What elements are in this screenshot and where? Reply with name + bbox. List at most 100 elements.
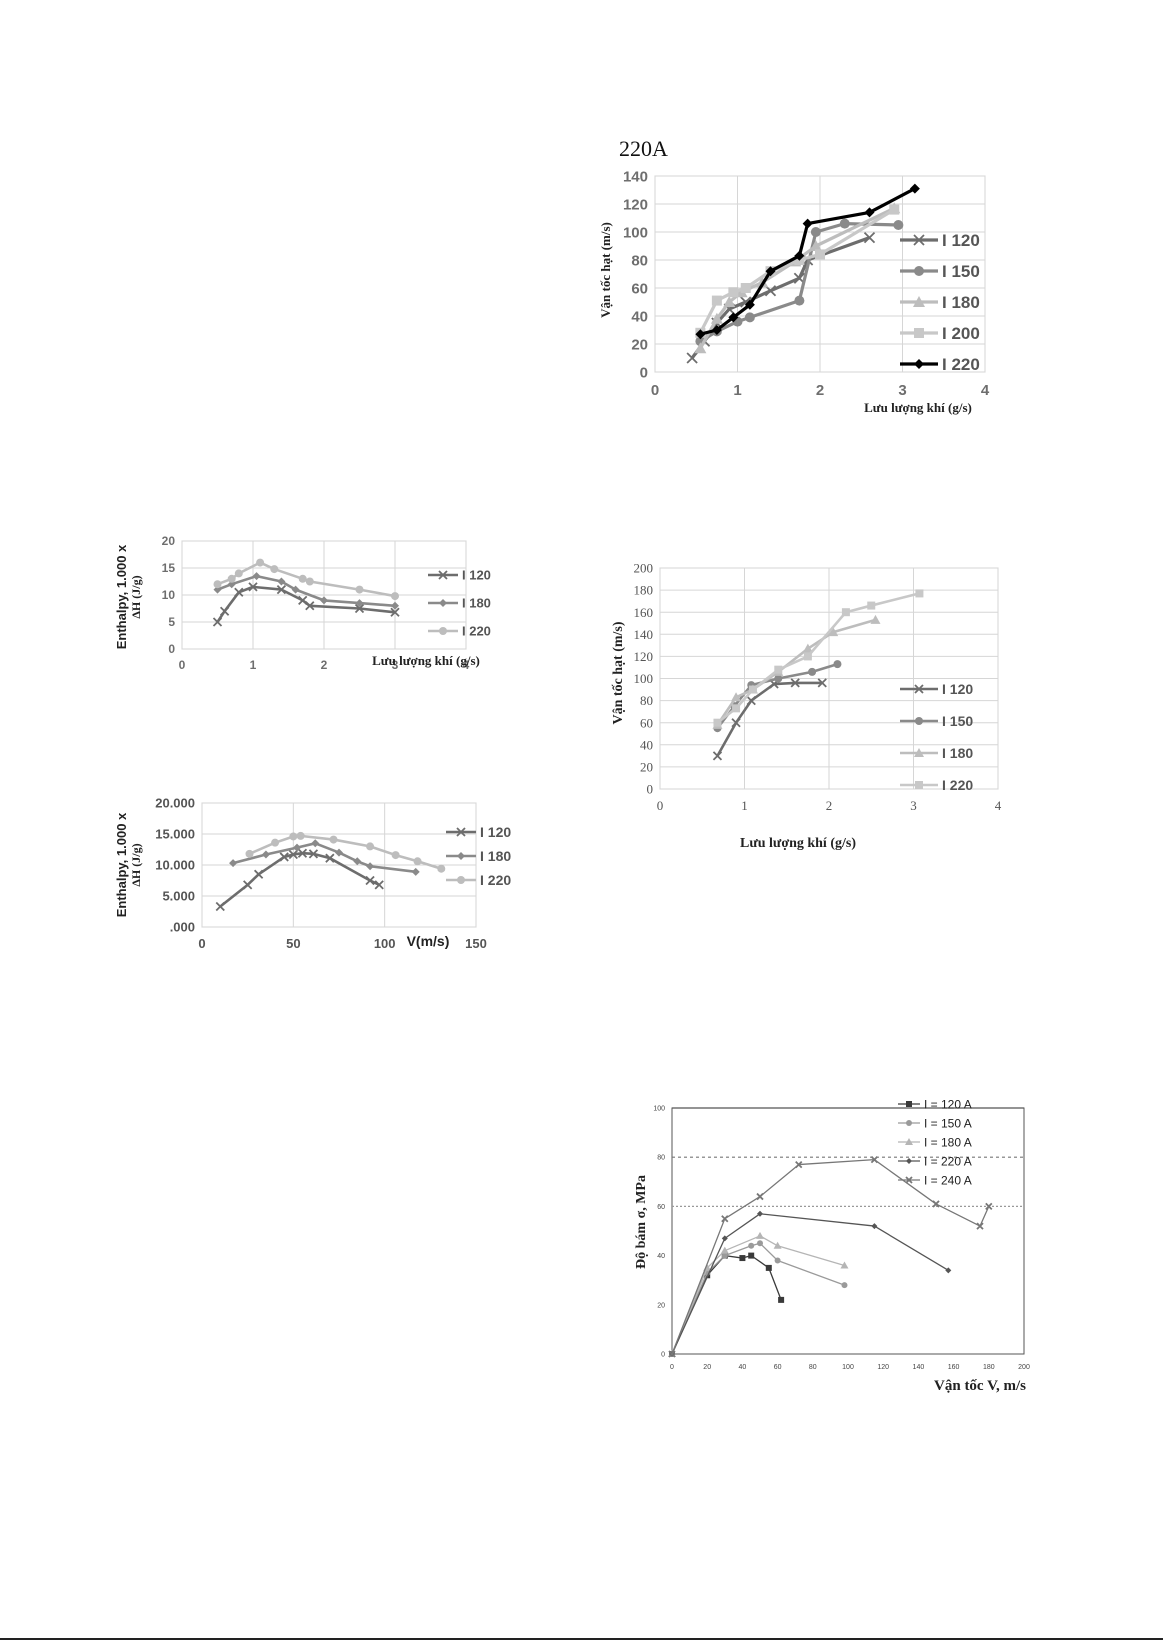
x-axis-label: Vận tốc V, m/s xyxy=(934,1378,1026,1394)
data-point xyxy=(840,1261,849,1269)
x-tick-label: 0 xyxy=(670,1364,674,1371)
data-point xyxy=(803,652,812,661)
y-tick-label: 140 xyxy=(634,627,654,642)
data-point xyxy=(353,857,362,866)
data-point xyxy=(298,595,308,606)
legend-label: I 150 xyxy=(942,713,973,729)
data-point xyxy=(245,849,254,858)
legend-label: I 120 xyxy=(480,824,511,840)
data-point xyxy=(374,880,384,890)
x-axis-label: Lưu lượng khí (g/s) xyxy=(372,653,480,668)
x-tick-label: 0 xyxy=(179,658,186,672)
x-tick-label: 50 xyxy=(286,936,300,951)
y-tick-label: 20.000 xyxy=(155,796,195,811)
x-tick-label: 150 xyxy=(465,936,487,951)
data-point xyxy=(320,596,328,605)
data-point xyxy=(694,342,707,354)
data-point xyxy=(731,692,742,702)
data-point xyxy=(863,231,876,244)
data-point xyxy=(279,852,289,862)
x-tick-label: 4 xyxy=(995,798,1002,813)
data-point xyxy=(985,1202,993,1211)
data-point xyxy=(289,832,298,841)
data-point xyxy=(864,207,875,218)
data-point xyxy=(219,606,230,616)
x-tick-label: 40 xyxy=(739,1364,747,1371)
legend-marker xyxy=(914,748,924,757)
data-point xyxy=(833,660,842,669)
data-point xyxy=(893,220,904,230)
data-point xyxy=(739,1255,746,1262)
x-tick-label: 0 xyxy=(651,382,659,399)
y-tick-label: 100 xyxy=(653,1105,665,1112)
x-tick-label: 3 xyxy=(392,658,399,672)
series-line-i-120-a xyxy=(671,1254,782,1355)
data-point xyxy=(390,607,400,617)
x-tick-label: 200 xyxy=(1018,1364,1030,1371)
data-point xyxy=(740,283,751,293)
data-point xyxy=(765,266,776,277)
data-point xyxy=(355,585,364,594)
legend-marker xyxy=(915,717,923,725)
legend-marker xyxy=(439,627,447,635)
legend-marker xyxy=(915,781,923,789)
x-tick-label: 0 xyxy=(657,798,664,813)
series-line-i-220-a xyxy=(671,1213,949,1355)
legend-label: I = 120 A xyxy=(924,1097,972,1111)
x-tick-label: 100 xyxy=(842,1364,854,1371)
data-point xyxy=(296,831,305,840)
y-tick-label: 40 xyxy=(640,737,653,752)
data-point xyxy=(695,329,706,340)
y-tick-label: .000 xyxy=(170,920,195,935)
series-line-i-120 xyxy=(716,681,823,757)
data-point xyxy=(744,312,755,323)
legend-marker xyxy=(914,359,924,369)
legend-marker xyxy=(905,1176,913,1184)
y-tick-label: 20 xyxy=(631,336,648,353)
data-point xyxy=(291,585,300,594)
y-tick-label: 200 xyxy=(634,561,654,576)
data-point xyxy=(774,1257,781,1264)
data-point xyxy=(794,295,805,306)
data-point xyxy=(686,352,698,364)
data-point xyxy=(748,1242,755,1249)
x-axis-label: Lưu lượng khí (g/s) xyxy=(864,400,972,415)
data-point xyxy=(256,558,265,567)
y-tick-label: 20 xyxy=(640,759,653,774)
y-tick-label: 120 xyxy=(634,649,654,664)
legend-marker xyxy=(906,1120,912,1126)
y-tick-label: 5.000 xyxy=(162,889,195,904)
data-point xyxy=(253,869,264,879)
data-point xyxy=(366,842,375,851)
data-point xyxy=(915,589,924,598)
data-point xyxy=(391,592,399,601)
data-point xyxy=(723,296,736,307)
y-tick-label: 0 xyxy=(647,782,654,797)
data-point xyxy=(794,250,805,261)
y-axis-label-line1: Enthalpy, 1.000 x xyxy=(114,544,129,649)
data-point xyxy=(748,685,757,694)
legend-marker xyxy=(906,1101,912,1107)
legend-label: I 220 xyxy=(942,777,973,793)
data-point xyxy=(229,859,238,868)
data-point xyxy=(213,585,222,594)
y-axis-label: Vận tốc hạt (m/s) xyxy=(611,621,626,724)
data-point xyxy=(298,574,307,583)
data-point xyxy=(437,864,446,873)
legend-label: I 180 xyxy=(480,848,511,864)
data-point xyxy=(756,1192,764,1201)
chart-enthalpy-vs-velocity: .000 5.000 10.000 15.000 20.000 0 50 100 150 I 12… xyxy=(114,796,511,951)
data-point xyxy=(411,867,420,876)
data-point xyxy=(252,572,261,581)
y-tick-label: 120 xyxy=(623,196,648,213)
data-point xyxy=(732,704,741,713)
data-point xyxy=(213,580,222,589)
data-point xyxy=(365,875,375,886)
data-point xyxy=(756,1231,764,1239)
x-tick-label: 2 xyxy=(816,382,824,399)
data-point xyxy=(721,1252,728,1259)
data-point xyxy=(212,617,223,627)
data-point xyxy=(311,839,320,848)
legend-label: I 180 xyxy=(462,596,491,611)
data-point xyxy=(292,843,301,852)
